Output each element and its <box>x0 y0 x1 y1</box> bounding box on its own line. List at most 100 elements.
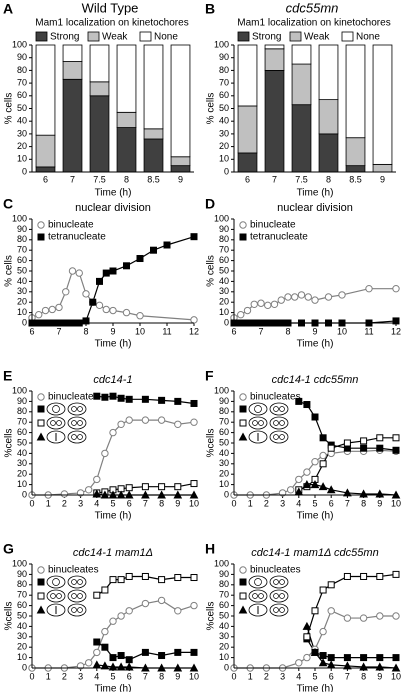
x-axis-label: Time (h) <box>297 188 334 199</box>
chart-title: cdc14-1 mam1Δ cdc55mn <box>251 547 378 559</box>
y-tick-label: 40 <box>17 116 27 126</box>
nucleus-icon <box>254 578 262 586</box>
y-tick-label: 50 <box>219 265 229 275</box>
data-point <box>327 654 335 662</box>
y-tick-label: 90 <box>17 569 27 579</box>
cell-icon <box>248 416 268 430</box>
x-tick-label: 8.5 <box>349 174 362 184</box>
data-point <box>360 654 368 662</box>
x-tick-label: 3 <box>78 671 83 681</box>
bar-segment <box>237 152 258 173</box>
y-tick-label: 80 <box>219 579 229 589</box>
data-point <box>311 413 319 421</box>
data-point <box>60 490 69 498</box>
y-axis-label: %cells <box>4 429 15 458</box>
cell-icon <box>248 589 268 603</box>
data-point <box>190 418 198 426</box>
data-point <box>376 612 384 620</box>
x-tick-label: 0 <box>29 498 34 508</box>
nucleus-icon <box>258 420 264 426</box>
y-tick-label: 30 <box>219 631 229 641</box>
bar-segment <box>116 44 137 113</box>
data-point <box>311 296 319 304</box>
data-point <box>89 298 97 306</box>
data-point <box>319 627 327 636</box>
x-tick-label: 2 <box>264 671 269 681</box>
y-tick-label: 50 <box>219 103 229 113</box>
bar-segment <box>143 44 164 130</box>
nucleus-icon <box>279 579 285 585</box>
y-tick-label: 80 <box>17 579 27 589</box>
data-point <box>190 648 198 656</box>
x-tick-label: 5 <box>312 498 317 508</box>
nucleus-icon <box>273 434 279 440</box>
x-tick-label: 10 <box>337 326 347 336</box>
data-point <box>174 483 182 491</box>
nucleus-icon <box>279 406 285 412</box>
y-axis-label: % cells <box>4 255 15 287</box>
data-point <box>93 392 101 400</box>
x-tick-label: 4 <box>296 671 301 681</box>
nucleus-icon <box>273 579 279 585</box>
panel-label: F <box>205 368 214 384</box>
y-tick-label: 20 <box>219 297 229 307</box>
bar-segment <box>318 44 339 101</box>
data-point <box>101 627 109 636</box>
y-tick-label: 10 <box>219 307 229 317</box>
bar-segment <box>345 165 366 173</box>
legend-marker <box>37 592 45 600</box>
legend-swatch <box>341 31 354 42</box>
data-point <box>174 574 182 582</box>
data-point <box>136 255 144 263</box>
series-line <box>234 609 396 669</box>
data-point <box>392 612 400 620</box>
bar-segment <box>89 81 110 97</box>
x-tick-label: 7 <box>272 174 277 184</box>
data-point <box>125 484 133 492</box>
x-tick-label: 3 <box>280 498 285 508</box>
x-tick-label: 11 <box>364 326 373 336</box>
legend-label: Weak <box>304 32 330 43</box>
y-tick-label: 60 <box>219 255 229 265</box>
legend-marker <box>239 393 247 401</box>
x-tick-label: 6 <box>231 326 236 336</box>
y-tick-label: 70 <box>219 77 229 87</box>
data-point <box>95 301 104 310</box>
x-tick-label: 8 <box>159 671 164 681</box>
x-tick-label: 2 <box>62 498 67 508</box>
x-tick-label: 9 <box>380 174 385 184</box>
data-point <box>310 647 320 656</box>
bar-segment <box>345 44 366 139</box>
y-tick-label: 80 <box>219 406 229 416</box>
x-axis-label: Time (h) <box>95 188 132 199</box>
y-tick-label: 0 <box>22 317 27 327</box>
nucleus-icon <box>279 607 285 613</box>
data-point <box>287 486 295 494</box>
nucleus-icon <box>52 578 60 586</box>
data-point <box>163 241 171 249</box>
y-tick-label: 90 <box>219 569 229 579</box>
x-tick-label: 10 <box>189 498 199 508</box>
bar-segment <box>318 133 339 173</box>
legend-marker <box>239 578 247 586</box>
x-tick-label: 8 <box>83 326 88 336</box>
data-point <box>295 475 303 484</box>
y-tick-label: 70 <box>17 417 27 427</box>
data-point <box>257 299 265 307</box>
data-point <box>125 395 133 403</box>
data-point <box>190 399 198 407</box>
data-point <box>392 284 400 293</box>
nucleus-icon <box>71 593 77 599</box>
y-tick-label: 60 <box>17 255 27 265</box>
x-tick-label: 5 <box>110 498 115 508</box>
legend-marker <box>37 233 45 241</box>
data-point <box>150 246 157 254</box>
x-tick-label: 7 <box>143 498 148 508</box>
data-point <box>117 612 125 620</box>
legend-label: binucleates <box>48 392 99 403</box>
y-tick-label: 30 <box>17 458 27 468</box>
y-tick-label: 90 <box>17 52 27 62</box>
y-tick-label: 50 <box>17 103 27 113</box>
data-point <box>295 659 303 667</box>
data-point <box>376 434 384 442</box>
